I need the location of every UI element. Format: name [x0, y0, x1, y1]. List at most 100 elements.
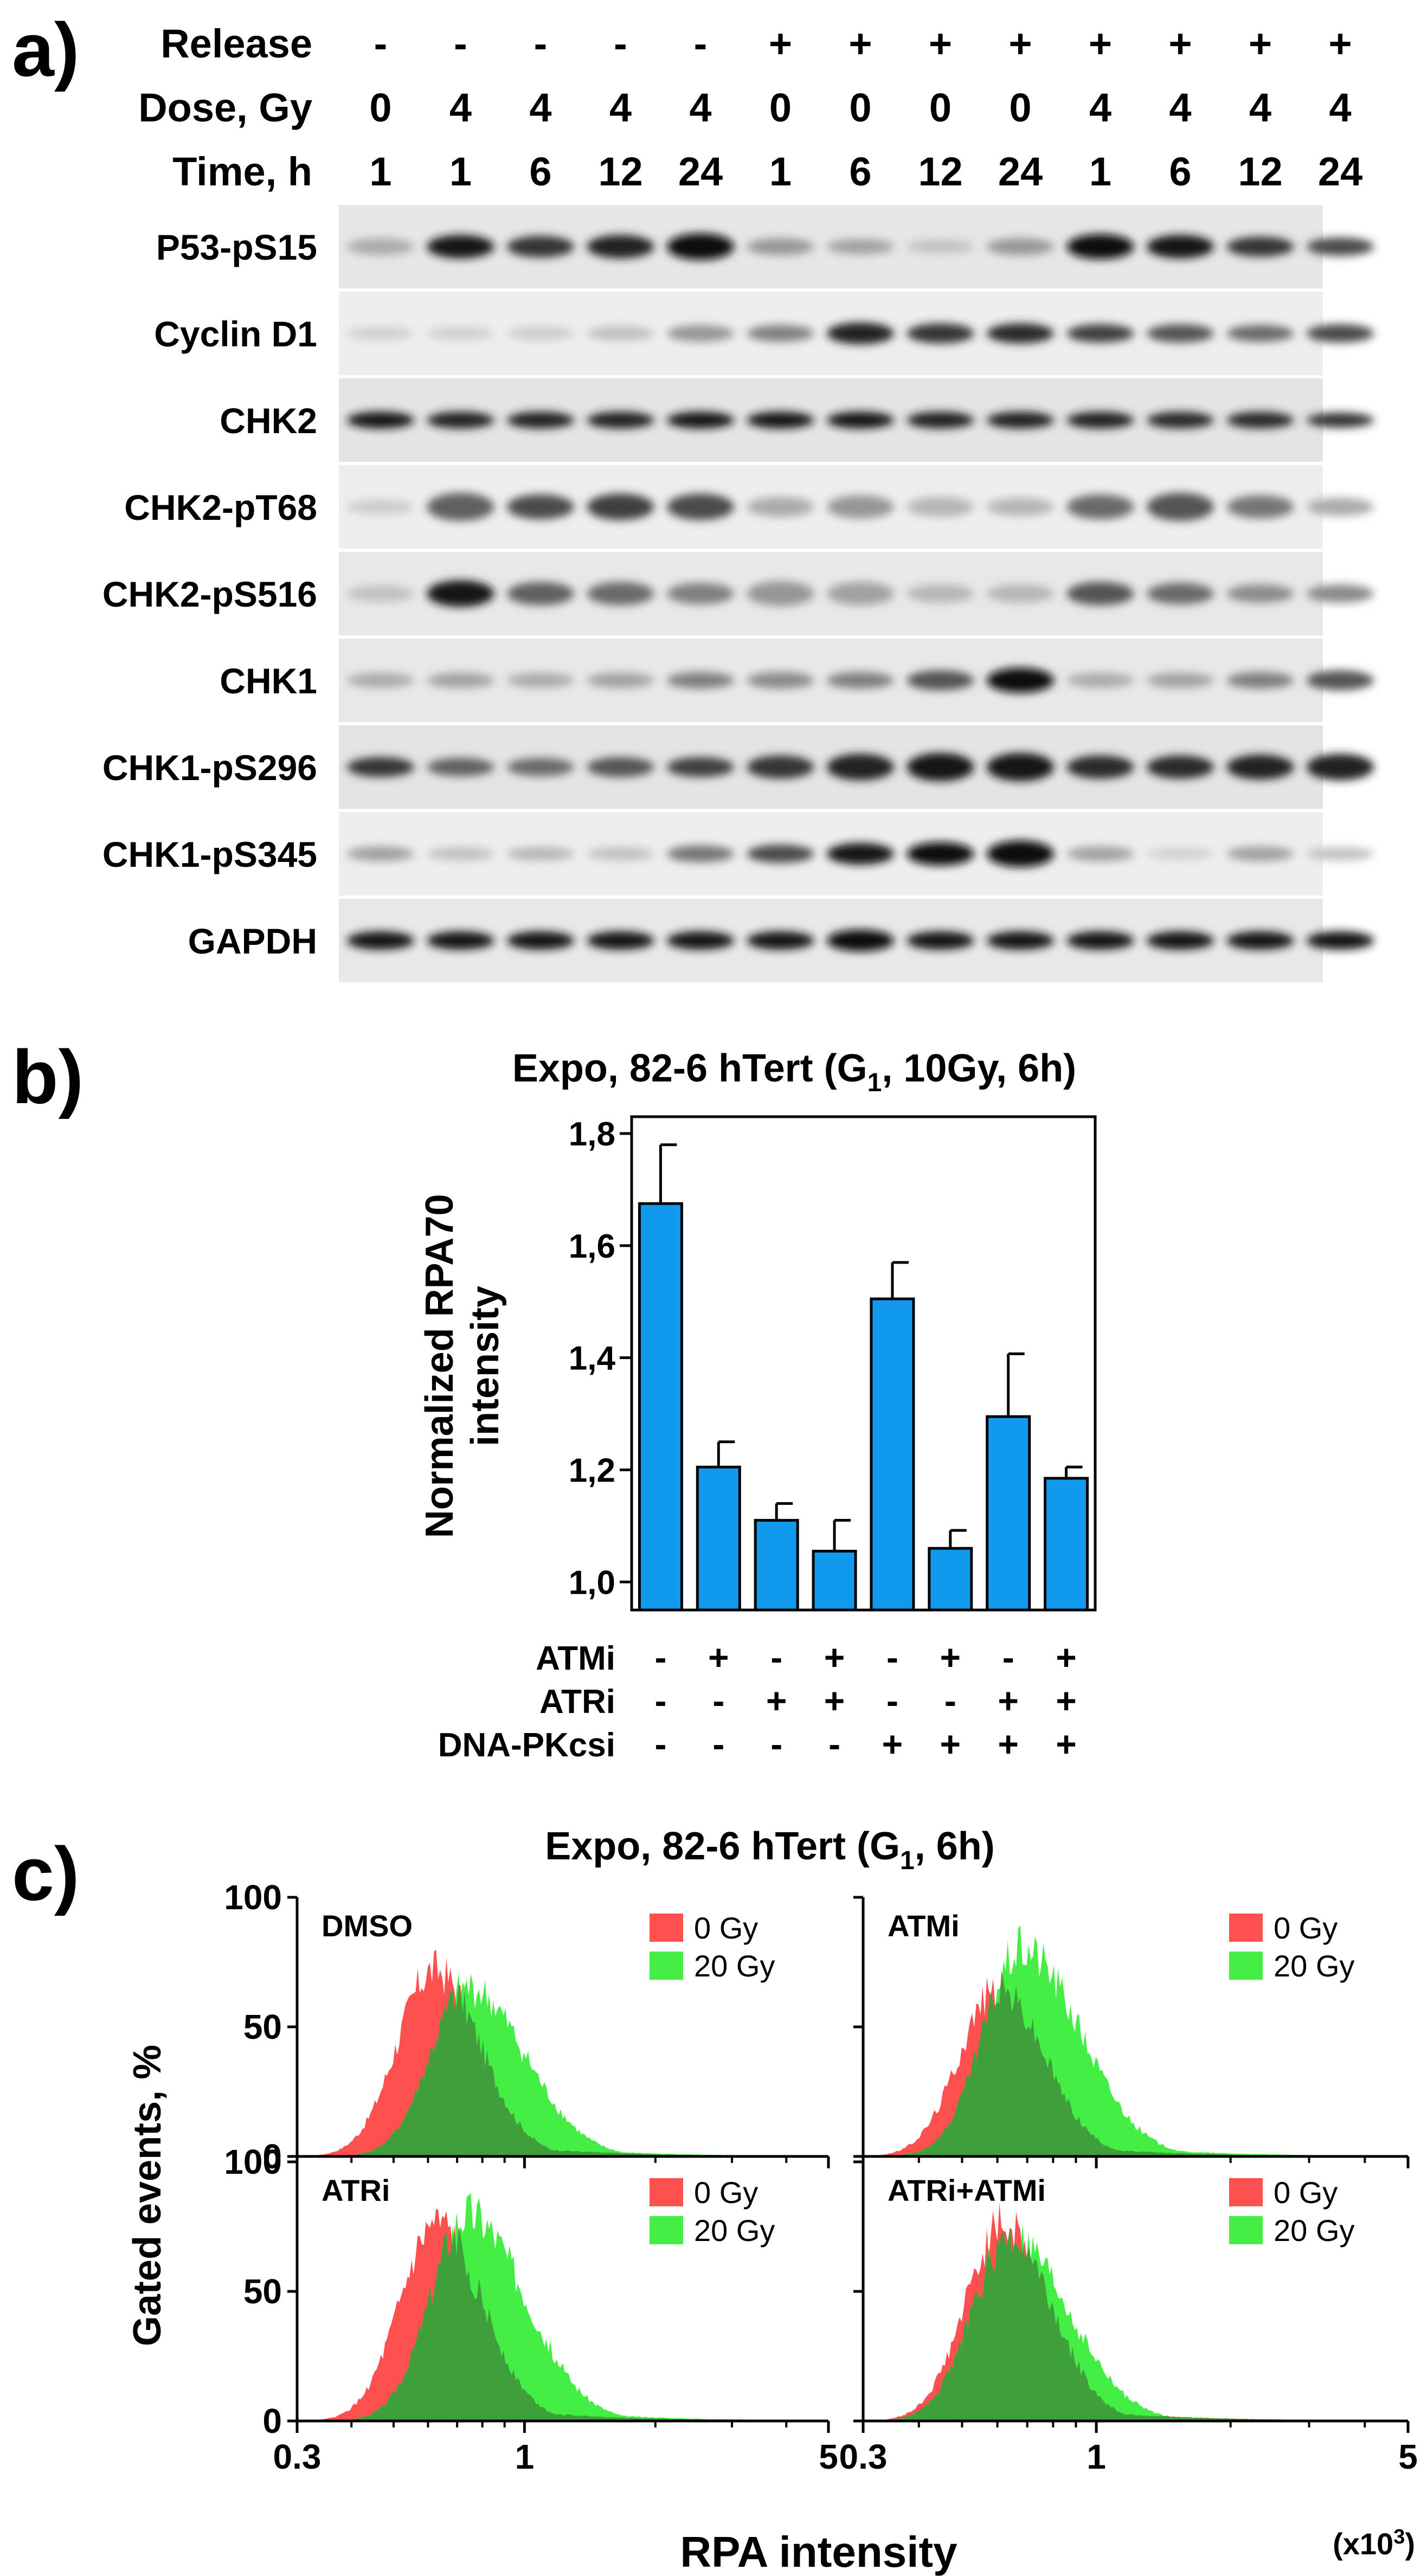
header-cell: 0: [1009, 85, 1031, 130]
header-cell: 0: [929, 85, 952, 130]
blot-band: [1147, 673, 1214, 688]
blot-band: [1147, 755, 1214, 779]
panel-a: a) Release Dose, Gy Time, h - - - - - + + + + + + +…: [12, 7, 1374, 982]
header-cell: 4: [529, 85, 551, 130]
x-tick-label: 0.3: [273, 2437, 322, 2476]
condition-cell: +: [940, 1637, 961, 1677]
blot-band: [347, 846, 414, 861]
blot-band: [1147, 235, 1214, 259]
condition-row-label: ATMi: [536, 1640, 615, 1677]
bar: [638, 1202, 683, 1612]
panel-c-ylabel: Gated events, %: [126, 2045, 169, 2346]
blot-band: [907, 842, 974, 866]
header-cell: +: [1008, 21, 1032, 66]
y-tick-label: 1,6: [569, 1228, 615, 1265]
header-cell: 12: [918, 149, 962, 194]
blot-band: [1147, 848, 1214, 860]
blot-band: [507, 494, 574, 519]
blot-label: Cyclin D1: [154, 314, 317, 354]
header-row-label: Dose, Gy: [138, 85, 312, 130]
header-cell: 0: [369, 85, 391, 130]
blot-band: [987, 753, 1054, 781]
condition-cell: +: [1056, 1680, 1077, 1721]
blot-band: [907, 753, 974, 781]
ylabel-line-1: Normalized RPA70: [418, 1194, 461, 1538]
condition-cell: -: [654, 1724, 666, 1764]
blot-band: [427, 235, 494, 259]
y-tick-label: 50: [243, 2007, 282, 2046]
condition-cell: +: [1056, 1637, 1077, 1677]
legend-swatch: [1229, 1914, 1263, 1942]
bar: [696, 1465, 741, 1612]
hist-area-overlap: [863, 2223, 1408, 2421]
header-cell: -: [614, 21, 627, 66]
panel-a-label: a): [12, 7, 79, 92]
condition-cell: +: [708, 1637, 729, 1677]
blot-band: [907, 240, 974, 254]
header-cell: 6: [849, 149, 871, 194]
blot-band: [667, 325, 734, 342]
blot-band: [1226, 672, 1294, 689]
blot-band: [507, 931, 574, 950]
legend-swatch: [1229, 2178, 1263, 2206]
legend-label: 20 Gy: [1274, 1949, 1354, 1983]
condition-cell: +: [940, 1724, 961, 1764]
blot-band: [827, 843, 894, 865]
panel-b: b) Expo, 82-6 hTert (G1, 10Gy, 6h) Norma…: [12, 1034, 1097, 1764]
blot-band: [747, 581, 814, 606]
blot-band: [1147, 583, 1214, 604]
header-cell: 0: [769, 85, 792, 130]
blot-band: [587, 673, 654, 688]
legend-swatch: [650, 2216, 683, 2244]
condition-table: ATMi ATRi DNA-PKcsi ---+---+-++---++-+-+…: [438, 1637, 1077, 1764]
blot-band: [347, 757, 414, 777]
header-cell: 1: [449, 149, 472, 194]
header-cell: 24: [998, 149, 1043, 194]
blot-band: [827, 754, 894, 781]
blot-band: [347, 499, 414, 514]
header-cell: 4: [1249, 85, 1271, 130]
legend-label: 20 Gy: [694, 1949, 775, 1983]
blot-band: [667, 233, 734, 260]
ylabel-line-2: intensity: [464, 1286, 507, 1446]
blot-band: [1226, 411, 1294, 429]
header-cell: 6: [1169, 149, 1191, 194]
y-tick-label: 50: [243, 2272, 282, 2311]
hist-condition-label: ATRi+ATMi: [888, 2173, 1046, 2207]
condition-row-label: ATRi: [539, 1683, 615, 1721]
legend-swatch: [650, 2178, 683, 2206]
blot-band: [1066, 931, 1134, 950]
blot-band: [587, 757, 654, 777]
blot-band: [1066, 582, 1134, 606]
blot-band: [587, 582, 654, 606]
y-tick-label: 1,4: [569, 1340, 616, 1377]
hist-condition-label: ATRi: [322, 2173, 390, 2207]
blot-band: [747, 497, 814, 517]
blot-band: [747, 411, 814, 429]
bars: [638, 1143, 1089, 1612]
blot-band: [427, 758, 494, 776]
condition-cell: -: [654, 1637, 666, 1677]
blot-band: [667, 845, 734, 862]
blot-band: [827, 239, 894, 254]
blot-band: [507, 582, 574, 606]
blot-band: [1307, 498, 1374, 516]
blot-label: CHK2-pS516: [102, 574, 317, 614]
blot-band: [587, 411, 654, 429]
blot-band: [667, 672, 734, 689]
blot-band: [907, 584, 974, 603]
blot-band: [747, 931, 814, 950]
blot-band: [987, 584, 1054, 603]
header-cell: 4: [689, 85, 711, 130]
blot-band: [1226, 931, 1294, 950]
header-cell: +: [1089, 21, 1112, 66]
blot-band: [1066, 234, 1134, 259]
legend-label: 20 Gy: [694, 2213, 775, 2247]
header-cell: -: [534, 21, 548, 66]
blot-band: [427, 673, 494, 688]
legend-label: 0 Gy: [1274, 2175, 1338, 2210]
bar: [928, 1547, 973, 1612]
blot-band: [1066, 494, 1134, 519]
blot-band: [907, 931, 974, 950]
